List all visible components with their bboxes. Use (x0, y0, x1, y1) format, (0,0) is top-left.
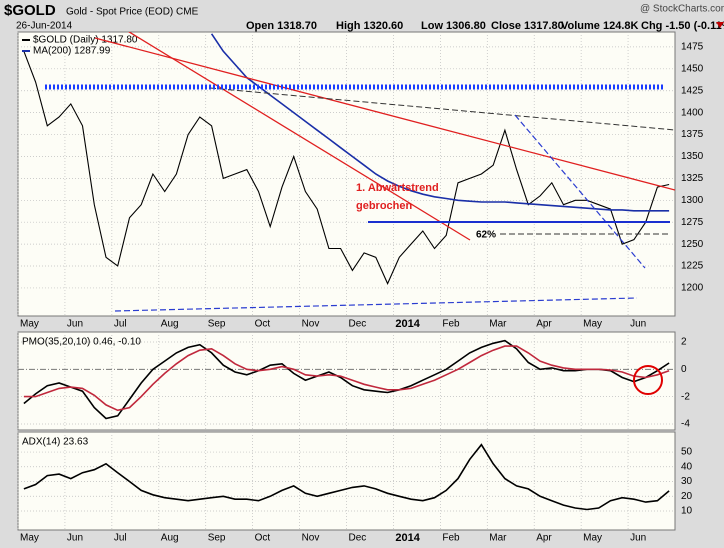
volume: Volume 124.8K (561, 20, 638, 32)
series-group (23, 443, 670, 511)
trendline (114, 297, 638, 312)
x-tick-label: May (583, 533, 602, 544)
y-tick-label: 0 (681, 364, 687, 375)
y-tick-label: 1225 (681, 261, 704, 272)
series-group (23, 33, 670, 285)
trendline (514, 114, 646, 269)
series-group (23, 339, 670, 420)
y-tick-label: 1250 (681, 239, 704, 250)
trendline (209, 87, 675, 131)
x-tick-label: Jul (114, 319, 127, 330)
y-tick-label: 2 (681, 337, 687, 348)
y-tick-label: 1350 (681, 151, 704, 162)
close: Close 1317.80 (491, 20, 564, 32)
y-tick-label: 1200 (681, 283, 704, 294)
x-tick-label: Aug (161, 319, 179, 330)
symbol: $GOLD (4, 2, 56, 19)
x-tick-label: Jun (630, 319, 646, 330)
y-tick-label: 1450 (681, 63, 704, 74)
y-tick-label: 1475 (681, 42, 704, 53)
down-arrow (716, 22, 724, 28)
trendline (127, 32, 471, 241)
y-tick-label: 1300 (681, 195, 704, 206)
x-tick-label: Feb (442, 533, 460, 544)
y-tick-label: 1275 (681, 217, 704, 228)
y-tick-label: -2 (681, 391, 690, 402)
annotation: 1. Abwärtstrend (356, 182, 439, 194)
x-tick-label: Oct (255, 533, 271, 544)
x-tick-label: Mar (489, 533, 507, 544)
x-tick-label: Apr (536, 533, 552, 544)
y-tick-label: 30 (681, 476, 693, 487)
x-tick-label: Jun (630, 533, 646, 544)
annotation: 62% (476, 230, 496, 241)
x-tick-label: May (20, 319, 39, 330)
y-tick-label: 1425 (681, 85, 704, 96)
series-line (210, 33, 670, 212)
instrument-name: Gold - Spot Price (EOD) CME (66, 7, 199, 18)
panel-title: ADX(14) 23.63 (22, 437, 89, 448)
trendline (94, 37, 675, 191)
credit: @ StockCharts.com (640, 4, 724, 15)
series-line (23, 339, 670, 420)
x-tick-label: Apr (536, 319, 552, 330)
x-tick-label: Mar (489, 319, 507, 330)
panel-title: PMO(35,20,10) 0.46, -0.10 (22, 337, 141, 348)
y-tick-label: 1375 (681, 129, 704, 140)
y-tick-label: 20 (681, 491, 693, 502)
series-line (23, 443, 670, 511)
x-tick-label: 2014 (395, 532, 420, 544)
legend-entry: $GOLD (Daily) 1317.80 (33, 35, 138, 46)
x-tick-label: Jul (114, 533, 127, 544)
series-line (23, 51, 670, 285)
panels: May Jun Jul Aug Sep Oct Nov Dec 2014 Feb Mar Apr May… (17, 31, 704, 544)
x-tick-label: Dec (349, 533, 367, 544)
y-tick-label: 50 (681, 447, 693, 458)
x-tick-label: 2014 (395, 318, 420, 330)
low: Low 1306.80 (421, 20, 486, 32)
x-tick-label: Jun (67, 533, 83, 544)
annotation: gebrochen (356, 200, 413, 212)
y-tick-label: 1400 (681, 107, 704, 118)
x-tick-label: May (20, 533, 39, 544)
change: Chg -1.50 (-0.11%) (641, 20, 724, 32)
y-tick-label: 1325 (681, 173, 704, 184)
x-tick-label: Nov (302, 319, 320, 330)
legend-entry: MA(200) 1287.99 (33, 46, 111, 57)
x-tick-label: Sep (208, 533, 226, 544)
x-tick-label: Feb (442, 319, 460, 330)
y-tick-label: 40 (681, 461, 693, 472)
y-tick-label: 10 (681, 506, 693, 517)
x-tick-label: Nov (302, 533, 320, 544)
x-tick-label: Dec (349, 319, 367, 330)
high: High 1320.60 (336, 20, 403, 32)
open: Open 1318.70 (246, 20, 317, 32)
x-tick-label: Aug (161, 533, 179, 544)
x-tick-label: Oct (255, 319, 271, 330)
y-tick-label: -4 (681, 419, 690, 430)
series-line (23, 345, 670, 412)
x-tick-label: Sep (208, 319, 226, 330)
date: 26-Jun-2014 (16, 21, 73, 32)
highlight-circle (633, 365, 663, 395)
x-tick-label: May (583, 319, 602, 330)
trendlines (45, 32, 675, 312)
x-tick-label: Jun (67, 319, 83, 330)
